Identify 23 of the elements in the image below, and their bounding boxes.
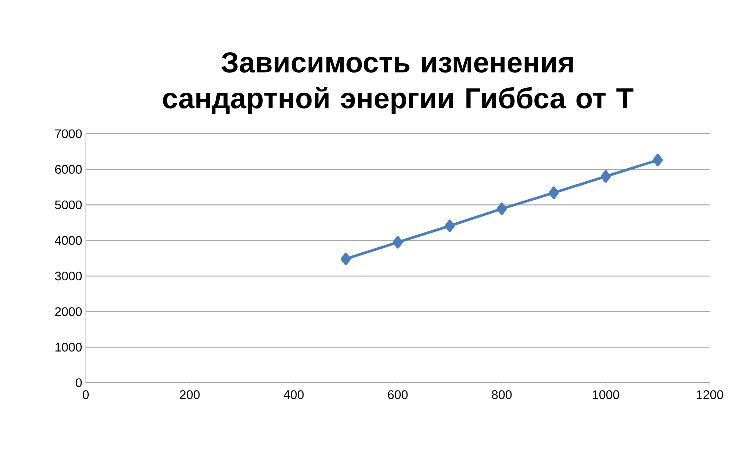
point — [600, 170, 612, 183]
point — [496, 202, 508, 216]
y-tick-label: 7000 — [55, 130, 82, 138]
y-tick-label: 6000 — [55, 165, 82, 174]
chart-title: Зависимость изменения сандартной энергии Гиббса от Т — [163, 52, 634, 114]
x-tick-label: 600 — [388, 390, 408, 400]
x-tick-label: 1200 — [697, 390, 724, 400]
y-tick-label: 4000 — [55, 236, 82, 246]
point — [444, 220, 456, 232]
x-tick-label: 400 — [284, 390, 304, 400]
y-tick-label: 3000 — [55, 272, 82, 281]
y-tick-label: 2000 — [55, 307, 82, 316]
x-tick-label: 0 — [83, 390, 89, 400]
x-tick-label: 200 — [180, 390, 200, 400]
point — [340, 252, 352, 266]
point — [548, 186, 560, 200]
x-tick-label: 1000 — [593, 390, 620, 400]
x-tick-label: 800 — [492, 390, 512, 400]
y-tick-label: 0 — [76, 378, 82, 388]
y-tick-label: 1000 — [56, 343, 82, 352]
point — [652, 154, 664, 167]
y-tick-label: 5000 — [55, 200, 82, 210]
point — [392, 236, 404, 249]
